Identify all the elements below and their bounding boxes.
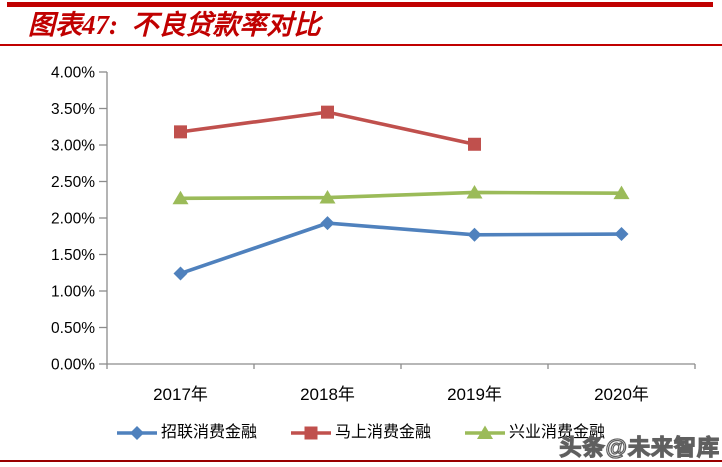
y-tick-label: 1.50% xyxy=(51,247,95,264)
series-0-marker-diamond-icon xyxy=(320,216,335,231)
legend-marker-diamond-icon xyxy=(116,426,157,440)
y-tick-label: 1.00% xyxy=(51,284,95,301)
legend-item-zhaolian: 招联消费金融 xyxy=(116,423,257,443)
y-tick-label: 3.50% xyxy=(51,101,95,118)
series-1-marker-square-icon xyxy=(468,137,481,151)
series-1-marker-square-icon xyxy=(321,105,334,119)
x-category-label: 2018年 xyxy=(300,385,355,404)
legend-label-mashang: 马上消费金融 xyxy=(334,424,431,441)
series-2-marker-triangle-icon xyxy=(319,190,336,204)
series-0-marker-diamond-icon xyxy=(173,266,188,281)
x-category-label: 2017年 xyxy=(153,385,208,404)
y-tick-label: 2.00% xyxy=(51,211,95,228)
y-tick-label: 0.50% xyxy=(51,320,95,337)
series-1-marker-square-icon xyxy=(174,125,187,139)
series-0-marker-diamond-icon xyxy=(614,227,629,242)
series-line-2 xyxy=(180,190,622,201)
y-tick-label: 3.00% xyxy=(51,138,95,155)
figure-title: 图表47: 不良贷款率对比 xyxy=(28,10,321,40)
legend-triangle-glyph xyxy=(477,425,493,439)
y-tick-label: 4.00% xyxy=(51,65,95,82)
line-chart: 0.00% 0.50% 1.00% 1.50% 2.00% 2.50% 3.00% 3.50%… xyxy=(51,65,696,404)
header-underline xyxy=(0,44,722,46)
legend-item-xingye: 兴业消费金融 xyxy=(465,423,605,443)
footer-line xyxy=(0,460,722,462)
legend-square-glyph xyxy=(304,426,318,440)
legend-label-xingye: 兴业消费金融 xyxy=(509,424,606,441)
header-top-bar xyxy=(7,2,713,7)
legend-item-mashang: 马上消费金融 xyxy=(290,423,431,443)
watermark: 头条@未来智库 xyxy=(559,434,720,460)
series-2-marker-triangle-icon xyxy=(613,185,630,200)
series-0-marker-diamond-icon xyxy=(467,227,482,242)
series-2-marker-triangle-icon xyxy=(466,184,483,199)
y-tick-label: 2.50% xyxy=(51,174,95,191)
legend-label-zhaolian: 招联消费金融 xyxy=(160,424,257,441)
x-category-label: 2020年 xyxy=(594,385,649,404)
legend-marker-triangle-icon xyxy=(465,425,505,439)
legend-marker-square-icon xyxy=(290,426,331,440)
chart-legend: 招联消费金融 马上消费金融 兴业消费金融 xyxy=(0,423,722,443)
x-category-label: 2019年 xyxy=(447,385,502,404)
legend-diamond-glyph xyxy=(129,426,144,440)
y-tick-label: 0.00% xyxy=(51,357,95,374)
series-2-marker-triangle-icon xyxy=(172,190,189,205)
series-line-0 xyxy=(179,221,622,276)
